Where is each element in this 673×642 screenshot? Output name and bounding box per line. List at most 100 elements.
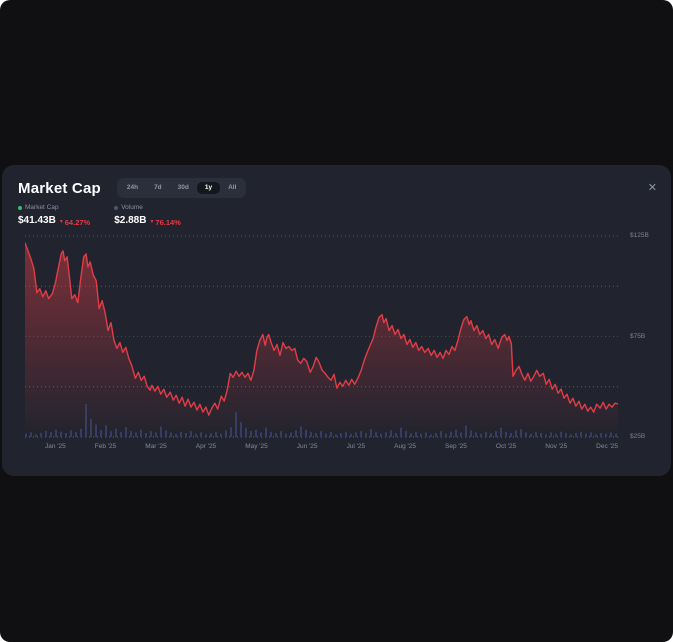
volume-bar — [450, 431, 452, 437]
volume-bar — [125, 427, 127, 437]
volume-bar — [70, 430, 72, 437]
chart-area[interactable] — [24, 230, 619, 442]
x-tick-10: Oct '25 — [495, 443, 517, 450]
market-cap-value: $41.43B — [18, 215, 56, 226]
volume-bar — [495, 431, 497, 437]
timeframe-button-30d[interactable]: 30d — [177, 183, 189, 191]
volume-bar — [145, 433, 147, 437]
market-cap-modal: Market Cap 24h 7d 30d 1y All ✕ Market Cap $4… — [2, 165, 671, 476]
volume-bar — [25, 433, 27, 437]
page-title: Market Cap — [18, 179, 101, 197]
volume-bar — [415, 431, 417, 437]
volume-bar — [85, 404, 87, 437]
volume-bar — [300, 426, 302, 437]
volume-bar — [350, 433, 352, 437]
market-cap-line — [24, 242, 619, 416]
volume-bar — [115, 428, 117, 437]
x-tick-5: May '25 — [245, 443, 268, 450]
market-cap-change: ▼ 64.27% — [58, 217, 91, 227]
volume-bar — [40, 433, 42, 437]
volume-bar — [355, 432, 357, 437]
volume-bar — [380, 433, 382, 437]
volume-bar — [140, 429, 142, 437]
volume-bar — [395, 433, 397, 437]
market-cap-stat[interactable]: Market Cap $41.43B ▼ 64.27% — [18, 203, 90, 227]
volume-bar — [290, 432, 292, 437]
volume-bar — [305, 429, 307, 437]
y-tick-$25B: $25B — [630, 433, 646, 440]
x-tick-3: Mar '25 — [145, 443, 167, 450]
volume-bar — [535, 431, 537, 437]
volume-bar — [155, 432, 157, 437]
volume-bar — [190, 431, 192, 437]
volume-bar — [605, 433, 607, 437]
volume-bar — [360, 431, 362, 437]
volume-bar — [370, 429, 372, 437]
down-arrow-icon: ▼ — [58, 219, 64, 225]
timeframe-button-24h[interactable]: 24h — [126, 183, 139, 191]
volume-bar — [385, 432, 387, 437]
volume-bar — [570, 434, 572, 437]
stats-row: Market Cap $41.43B ▼ 64.27% Volume $2.88B… — [18, 203, 181, 227]
volume-bar — [175, 433, 177, 437]
volume-bar — [425, 432, 427, 437]
volume-bar — [230, 427, 232, 437]
volume-bar — [320, 431, 322, 437]
volume-bar — [55, 429, 57, 437]
volume-bar — [35, 434, 37, 437]
volume-bar — [345, 431, 347, 437]
x-tick-7: Jul '25 — [346, 443, 366, 450]
volume-bar — [490, 433, 492, 437]
volume-bar — [590, 432, 592, 437]
volume-bar — [515, 430, 517, 437]
volume-value: $2.88B — [114, 215, 147, 226]
y-axis-labels: $125B $75B $25B — [630, 165, 670, 476]
volume-bar — [225, 430, 227, 437]
volume-bar — [510, 433, 512, 437]
volume-bar — [135, 432, 137, 437]
volume-bar — [150, 431, 152, 437]
market-cap-legend-label: Market Cap — [25, 204, 59, 211]
down-arrow-icon: ▼ — [149, 219, 155, 225]
volume-bar — [545, 434, 547, 437]
volume-bar — [65, 433, 67, 437]
volume-bar — [60, 431, 62, 437]
timeframe-button-All[interactable]: All — [228, 183, 237, 191]
x-axis-labels: Jan '25 Feb '25 Mar '25 Apr '25 May '25 Jun '… — [25, 443, 618, 450]
volume-bar — [540, 433, 542, 437]
volume-bar — [440, 431, 442, 437]
volume-bar — [455, 429, 457, 437]
timeframe-button-1y[interactable]: 1y — [196, 181, 221, 195]
volume-bar — [80, 428, 82, 437]
volume-stat[interactable]: Volume $2.88B ▼ 76.14% — [114, 203, 181, 227]
x-tick-1: Jan '25 — [45, 443, 66, 450]
volume-bar — [310, 431, 312, 437]
volume-bar — [240, 422, 242, 437]
timeframe-group: 24h 7d 30d 1y All — [116, 178, 247, 198]
close-icon[interactable]: ✕ — [647, 181, 657, 194]
volume-bar — [600, 433, 602, 437]
volume-bar — [260, 432, 262, 437]
volume-bar — [265, 427, 267, 437]
volume-bar — [560, 431, 562, 437]
volume-legend-label: Volume — [121, 204, 143, 211]
volume-bar — [525, 432, 527, 437]
volume-bar — [45, 431, 47, 437]
volume-bar — [520, 429, 522, 437]
volume-bar — [470, 430, 472, 437]
market-cap-dot — [18, 205, 22, 210]
timeframe-button-7d[interactable]: 7d — [154, 183, 162, 191]
volume-bar — [505, 431, 507, 437]
volume-bar — [430, 434, 432, 437]
volume-bar — [555, 433, 557, 437]
volume-bar — [595, 434, 597, 437]
volume-bar — [215, 431, 217, 437]
volume-bar — [205, 434, 207, 437]
volume-bar — [180, 431, 182, 437]
volume-bar — [275, 433, 277, 437]
volume-bar — [435, 433, 437, 437]
volume-bar — [90, 418, 92, 437]
volume-bar — [325, 433, 327, 437]
volume-bar — [195, 433, 197, 437]
market-cap-chart[interactable] — [24, 230, 619, 442]
